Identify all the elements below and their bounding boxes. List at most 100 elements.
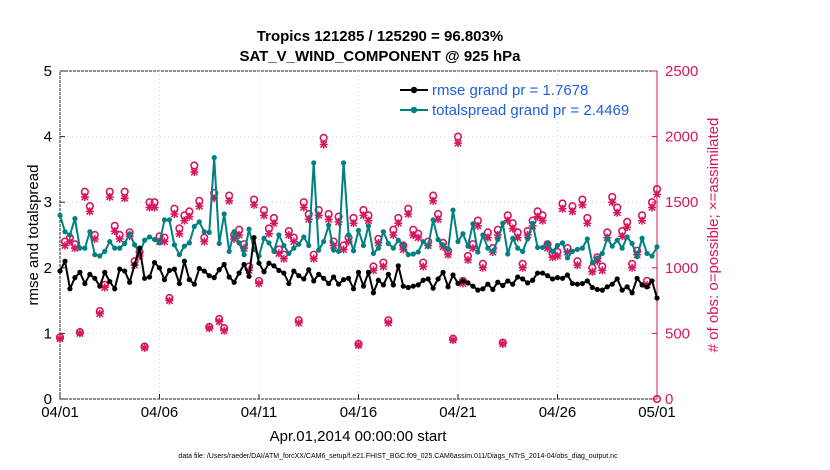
obs-assimilated-mark (389, 231, 398, 239)
totalspread-point (216, 240, 222, 247)
totalspread-point (614, 237, 620, 243)
obs-assimilated-mark (235, 231, 244, 239)
obs-assimilated-mark (354, 341, 363, 350)
obs-assimilated-point (195, 202, 204, 211)
totalspread-point (470, 221, 476, 227)
obs-assimilated-mark (454, 139, 462, 148)
rmse-point (480, 286, 486, 292)
rmse-point (271, 263, 277, 269)
rmse-point (286, 280, 292, 287)
x-tick-label: 04/11 (241, 404, 277, 421)
totalspread-point (604, 235, 610, 241)
totalspread-point (390, 245, 396, 251)
rmse-point (251, 235, 257, 241)
obs-assimilated-mark (369, 266, 378, 275)
obs-assimilated-point (185, 212, 194, 221)
totalspread-point (261, 235, 267, 241)
totalspread-point (301, 234, 307, 240)
totalspread-point (385, 240, 391, 247)
obs-assimilated-mark (269, 219, 278, 228)
totalspread-point (649, 253, 655, 259)
obs-assimilated-point (304, 215, 313, 224)
rmse-point (266, 260, 272, 266)
obs-assimilated-point (463, 255, 472, 264)
chart-title-line1: Tropics 121285 / 125290 = 96.803% (257, 28, 503, 45)
y-axis-right-label: # of obs: o=possible; ×=assimilated (705, 118, 722, 353)
rmse-point (460, 278, 466, 284)
obs-assimilated-mark (95, 309, 104, 318)
obs-assimilated-mark (608, 198, 617, 207)
rmse-point (539, 270, 546, 276)
obs-assimilated-point (225, 196, 234, 205)
obs-assimilated-mark (110, 227, 119, 236)
obs-assimilated-mark (618, 232, 627, 241)
y-right-tick-label: 500 (665, 325, 690, 342)
rmse-point (365, 269, 372, 275)
rmse-point (594, 286, 600, 293)
rmse-point (604, 284, 610, 290)
rmse-point (405, 284, 411, 291)
obs-assimilated-mark (309, 254, 318, 263)
obs-assimilated-point (518, 263, 527, 272)
obs-assimilated-mark (493, 231, 502, 239)
obs-assimilated-mark (613, 208, 622, 217)
rmse-point (206, 273, 212, 279)
obs-assimilated-point (493, 231, 502, 239)
rmse-point (241, 261, 247, 268)
rmse-point (649, 278, 655, 284)
obs-assimilated-point (190, 168, 199, 177)
obs-assimilated-mark (56, 334, 64, 343)
totalspread-point (574, 246, 581, 253)
obs-assimilated-mark (135, 251, 144, 260)
totalspread-point (475, 249, 481, 255)
obs-assimilated-mark (190, 168, 199, 177)
obs-assimilated-mark (583, 219, 592, 228)
totalspread-point (201, 229, 207, 235)
obs-assimilated-mark (105, 192, 114, 201)
totalspread-point (639, 235, 645, 241)
rmse-point (609, 281, 615, 287)
rmse-point (301, 276, 307, 282)
rmse-point (296, 273, 302, 279)
obs-assimilated-mark (90, 234, 99, 243)
totalspread-point (564, 255, 571, 261)
obs-assimilated-mark (65, 237, 74, 246)
rmse-point (137, 245, 143, 251)
obs-assimilated-point (384, 318, 393, 327)
obs-assimilated-mark (653, 190, 661, 199)
rmse-point (281, 270, 287, 276)
rmse-point (425, 276, 431, 282)
rmse-point (117, 266, 123, 272)
obs-assimilated-point (369, 266, 378, 275)
obs-assimilated-mark (115, 234, 124, 243)
obs-assimilated-mark (483, 233, 492, 242)
rmse-point (440, 269, 446, 275)
totalspread-point (326, 222, 332, 228)
obs-assimilated-mark (220, 326, 229, 335)
totalspread-point (211, 154, 217, 161)
obs-assimilated-mark (558, 204, 567, 213)
obs-assimilated-point (299, 203, 308, 212)
rmse-point (485, 281, 491, 287)
totalspread-point (485, 245, 491, 251)
obs-assimilated-mark (319, 140, 328, 149)
obs-assimilated-point (468, 244, 477, 253)
y-axis-left: 0 1 2 3 4 5 (44, 63, 65, 408)
y-left-tick-label: 1 (44, 325, 52, 342)
obs-assimilated-point (364, 216, 373, 225)
totalspread-point (624, 234, 630, 240)
obs-assimilated-mark (240, 244, 249, 253)
obs-assimilated-mark (364, 216, 373, 225)
rmse-point (549, 276, 556, 282)
rmse-point (395, 263, 401, 269)
obs-assimilated-point (339, 245, 348, 254)
obs-assimilated-point (434, 215, 443, 224)
obs-assimilated-point (374, 238, 383, 247)
obs-assimilated-mark (563, 248, 572, 257)
obs-assimilated-mark (274, 249, 283, 258)
obs-assimilated-point (269, 219, 278, 228)
rmse-point (370, 290, 377, 296)
obs-assimilated-point (454, 139, 462, 148)
totalspread-point (530, 220, 536, 226)
